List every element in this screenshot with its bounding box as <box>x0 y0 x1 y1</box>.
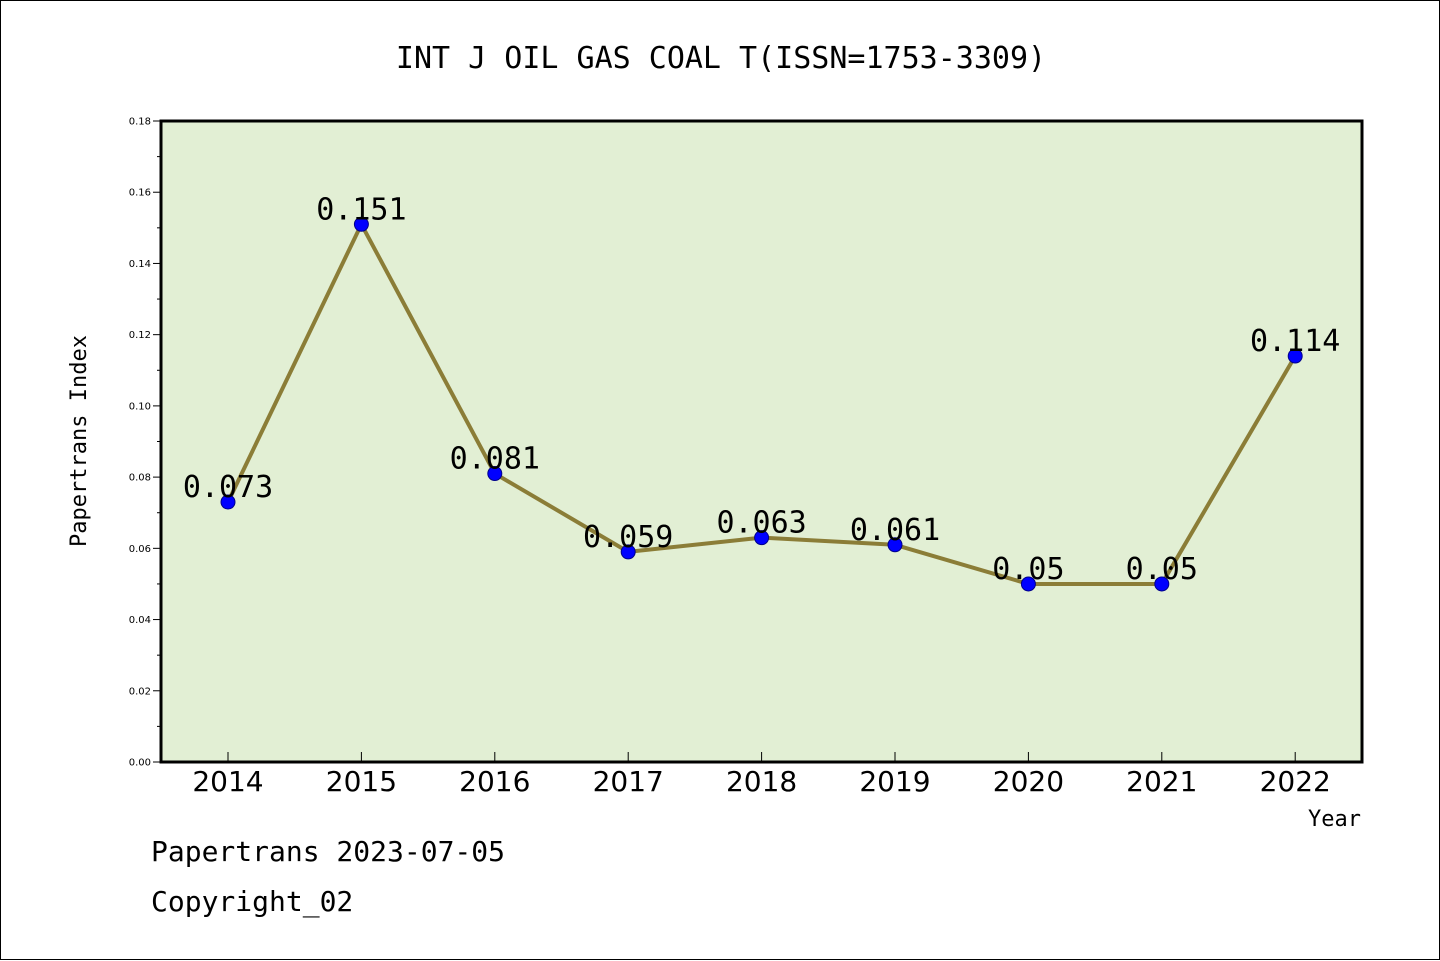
y-tick-label: 0.10 <box>129 401 151 412</box>
x-tick-label: 2018 <box>726 765 797 798</box>
x-axis-ticks <box>227 752 1296 762</box>
data-point-markers <box>220 216 1303 592</box>
data-point-marker <box>887 537 903 553</box>
y-tick-label: 0.14 <box>129 259 151 270</box>
y-tick-label: 0.08 <box>129 473 151 484</box>
x-tick-label: 2016 <box>459 765 530 798</box>
chart-title: INT J OIL GAS COAL T(ISSN=1753-3309) <box>396 41 1046 76</box>
y-tick-label: 0.02 <box>129 686 151 697</box>
data-label: 0.05 <box>1126 552 1198 587</box>
data-label: 0.151 <box>316 192 406 227</box>
data-point-marker <box>620 544 636 560</box>
y-axis-ticks <box>153 120 161 763</box>
data-label: 0.05 <box>992 552 1064 587</box>
data-point-marker <box>1287 348 1303 364</box>
x-tick-label: 2015 <box>326 765 397 798</box>
y-axis-tick-labels: 0.00 0.02 0.04 0.06 0.08 0.10 0.12 0.14 0.16 0.18 <box>129 117 151 769</box>
data-label: 0.059 <box>583 520 673 555</box>
x-tick-label: 2017 <box>593 765 664 798</box>
data-point-marker <box>754 530 770 546</box>
y-tick-label: 0.16 <box>129 188 151 199</box>
data-labels: 0.073 0.151 0.081 0.059 0.063 0.061 0.05 0.05 0.… <box>183 192 1341 587</box>
x-tick-label: 2019 <box>859 765 930 798</box>
y-tick-label: 0.06 <box>129 544 151 555</box>
footer-date: Papertrans 2023-07-05 <box>151 835 506 868</box>
x-tick-label: 2020 <box>993 765 1064 798</box>
y-tick-label: 0.00 <box>129 758 151 769</box>
x-axis-tick-labels: 2014 2015 2016 2017 2018 2019 2020 2021 2022 <box>192 765 1330 798</box>
y-tick-label: 0.04 <box>129 615 151 626</box>
data-point-marker <box>1020 576 1036 592</box>
data-point-marker <box>487 466 503 482</box>
y-tick-label: 0.18 <box>129 117 151 128</box>
data-label: 0.114 <box>1250 324 1340 359</box>
x-tick-label: 2021 <box>1126 765 1197 798</box>
data-point-marker <box>353 216 369 232</box>
footer-copyright: Copyright_02 <box>151 885 354 918</box>
data-label: 0.061 <box>850 513 940 548</box>
data-point-marker <box>220 494 236 510</box>
x-axis-label: Year <box>1308 807 1361 832</box>
x-tick-label: 2022 <box>1260 765 1331 798</box>
data-label: 0.073 <box>183 470 273 505</box>
data-label: 0.063 <box>716 506 806 541</box>
data-label: 0.081 <box>450 442 540 477</box>
data-point-marker <box>1154 576 1170 592</box>
y-tick-label: 0.12 <box>129 330 151 341</box>
y-axis-label: Papertrans Index <box>67 335 92 547</box>
x-tick-label: 2014 <box>192 765 263 798</box>
